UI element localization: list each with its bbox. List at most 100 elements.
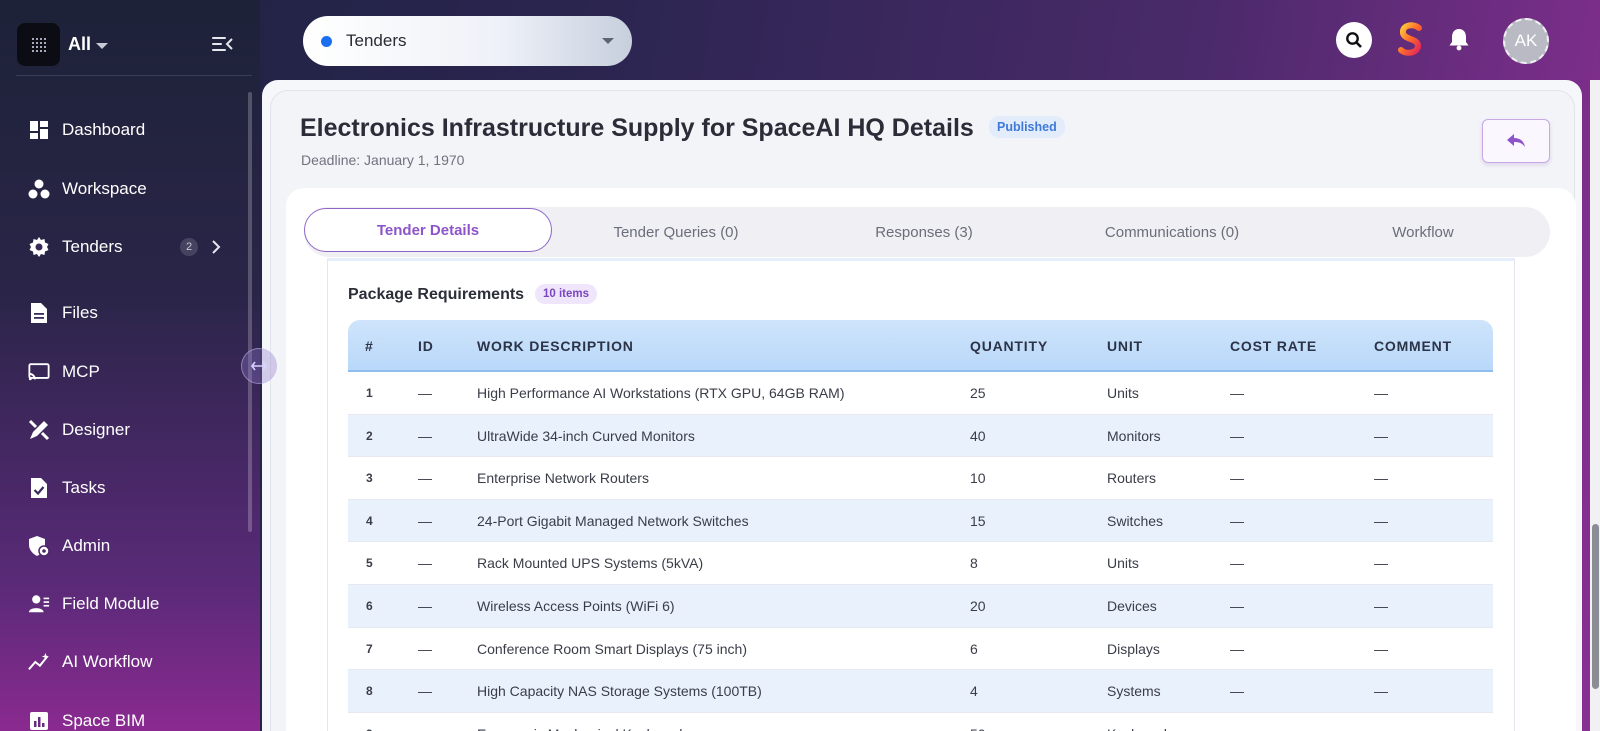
cell-id: — bbox=[418, 726, 432, 731]
chevron-right-icon[interactable] bbox=[208, 239, 224, 255]
sidebar-item-admin[interactable]: Admin bbox=[28, 531, 110, 561]
section-title: Package Requirements bbox=[348, 286, 525, 303]
cell-comment: — bbox=[1374, 555, 1388, 572]
collapse-sidebar-icon[interactable] bbox=[210, 34, 234, 54]
tab-tender-details[interactable]: Tender Details bbox=[304, 208, 552, 252]
table-row[interactable]: 8 — High Capacity NAS Storage Systems (100… bbox=[348, 670, 1493, 713]
search-button[interactable] bbox=[1336, 22, 1372, 58]
cast-icon bbox=[28, 361, 50, 383]
cell-comment: — bbox=[1374, 385, 1388, 401]
sidebar-item-label: Field Module bbox=[62, 594, 160, 613]
table-row[interactable]: 4 — 24-Port Gigabit Managed Network Switch… bbox=[348, 499, 1493, 543]
user-avatar[interactable]: AK bbox=[1503, 18, 1549, 64]
table-row[interactable]: 3 — Enterprise Network Routers 10 Routers — — bbox=[348, 457, 1493, 500]
cell-comment: — bbox=[1374, 597, 1388, 614]
cell-comment: — bbox=[1374, 640, 1388, 657]
sidebar-item-mcp[interactable]: MCP bbox=[28, 357, 100, 387]
table-row[interactable]: 7 — Conference Room Smart Displays (75 inc… bbox=[348, 628, 1493, 671]
cell-number: 5 bbox=[366, 556, 373, 571]
sidebar-scrollbar[interactable] bbox=[248, 92, 252, 532]
table-body: 1 — High Performance AI Workstations (RTX … bbox=[348, 372, 1493, 731]
sidebar-item-label: Tasks bbox=[62, 478, 106, 497]
table-row[interactable]: 1 — High Performance AI Workstations (RTX … bbox=[348, 372, 1493, 415]
sidebar-item-ai-workflow[interactable]: AI Workflow bbox=[28, 647, 152, 677]
cell-number: 6 bbox=[366, 598, 373, 613]
ai-workflow-icon bbox=[28, 651, 50, 673]
sidebar-item-dashboard[interactable]: Dashboard bbox=[28, 115, 145, 145]
sidebar-item-label: Files bbox=[62, 303, 98, 322]
cell-unit: Devices bbox=[1107, 597, 1157, 614]
table-row[interactable]: 5 — Rack Mounted UPS Systems (5kVA) 8 Units —… bbox=[348, 542, 1493, 585]
cell-work-description: Wireless Access Points (WiFi 6) bbox=[477, 597, 675, 614]
tab-communications[interactable]: Communications (0) bbox=[1104, 223, 1240, 241]
cell-unit: Units bbox=[1107, 555, 1139, 572]
column-header-comment: COMMENT bbox=[1374, 338, 1452, 354]
tab-workflow[interactable]: Workflow bbox=[1392, 223, 1454, 241]
sidebar-item-tasks[interactable]: Tasks bbox=[28, 473, 105, 503]
cell-number: 9 bbox=[366, 727, 373, 731]
admin-shield-icon bbox=[28, 535, 50, 557]
tab-tender-queries[interactable]: Tender Queries (0) bbox=[613, 223, 739, 241]
cell-id: — bbox=[418, 427, 432, 444]
cell-id: — bbox=[418, 470, 432, 487]
table-row[interactable]: 2 — UltraWide 34-inch Curved Monitors 40 Mon… bbox=[348, 414, 1493, 458]
cell-quantity: 50 bbox=[970, 726, 986, 731]
cell-cost-rate: — bbox=[1230, 512, 1244, 529]
bar-chart-icon bbox=[28, 710, 50, 731]
cell-id: — bbox=[418, 640, 432, 657]
cell-unit: Systems bbox=[1107, 683, 1161, 700]
sidebar-item-label: Dashboard bbox=[62, 120, 146, 139]
cell-number: 7 bbox=[366, 641, 373, 656]
module-select-label: Tenders bbox=[346, 31, 407, 50]
cell-cost-rate: — bbox=[1230, 726, 1244, 731]
sidebar-item-files[interactable]: Files bbox=[28, 298, 98, 328]
cell-id: — bbox=[418, 555, 432, 572]
table-header: # ID WORK DESCRIPTION QUANTITY UNIT COST… bbox=[348, 320, 1493, 372]
brand[interactable]: All bbox=[17, 23, 109, 66]
module-select[interactable]: Tenders bbox=[303, 16, 632, 66]
sidebar-item-label: Tenders bbox=[62, 237, 123, 256]
deadline-text: Deadline: January 1, 1970 bbox=[301, 152, 465, 168]
table-row[interactable]: 9 — Ergonomic Mechanical Keyboards 50 Keyboa… bbox=[348, 713, 1493, 731]
cell-quantity: 6 bbox=[970, 640, 978, 657]
cell-quantity: 25 bbox=[970, 385, 986, 401]
sidebar-item-label: Space BIM bbox=[62, 711, 146, 730]
column-header-number: # bbox=[365, 338, 374, 354]
sidebar-item-space-bim[interactable]: Space BIM bbox=[28, 706, 145, 731]
sidebar-item-label: MCP bbox=[62, 362, 100, 381]
column-header-work-description: WORK DESCRIPTION bbox=[477, 338, 634, 354]
column-header-id: ID bbox=[418, 338, 434, 354]
tenders-count-badge: 2 bbox=[180, 238, 198, 256]
cell-cost-rate: — bbox=[1230, 385, 1244, 401]
cell-cost-rate: — bbox=[1230, 597, 1244, 614]
sidebar-item-workspace[interactable]: Workspace bbox=[28, 174, 147, 204]
back-button[interactable] bbox=[1482, 119, 1550, 163]
gear-icon bbox=[28, 236, 50, 258]
item-count-badge: 10 items bbox=[535, 284, 598, 304]
cell-comment: — bbox=[1374, 683, 1388, 700]
sidebar-item-designer[interactable]: Designer bbox=[28, 415, 130, 445]
status-dot-icon bbox=[321, 35, 332, 47]
cell-work-description: Enterprise Network Routers bbox=[477, 470, 649, 487]
cell-work-description: Rack Mounted UPS Systems (5kVA) bbox=[477, 555, 704, 572]
cell-quantity: 10 bbox=[970, 470, 986, 487]
cell-unit: Units bbox=[1107, 385, 1139, 401]
cell-unit: Displays bbox=[1107, 640, 1160, 657]
cell-work-description: High Capacity NAS Storage Systems (100TB… bbox=[477, 683, 762, 700]
notifications-bell-icon[interactable] bbox=[1448, 27, 1470, 51]
cell-cost-rate: — bbox=[1230, 683, 1244, 700]
sidebar-item-tenders[interactable]: Tenders 2 bbox=[28, 232, 221, 262]
cell-comment: — bbox=[1374, 427, 1388, 444]
sidebar-item-field-module[interactable]: Field Module bbox=[28, 589, 159, 619]
requirements-table: # ID WORK DESCRIPTION QUANTITY UNIT COST… bbox=[348, 320, 1493, 731]
cell-id: — bbox=[418, 683, 432, 700]
main-scrollbar-thumb[interactable] bbox=[1592, 524, 1599, 689]
table-row[interactable]: 6 — Wireless Access Points (WiFi 6) 20 Devic… bbox=[348, 584, 1493, 628]
sidebar-resize-handle[interactable] bbox=[241, 348, 277, 384]
sidebar-item-label: AI Workflow bbox=[62, 652, 153, 671]
cell-work-description: Ergonomic Mechanical Keyboards bbox=[477, 726, 689, 731]
app-switcher-logo-icon[interactable] bbox=[1397, 22, 1425, 58]
tab-responses[interactable]: Responses (3) bbox=[875, 223, 973, 241]
cell-id: — bbox=[418, 512, 432, 529]
main-scrollbar-track[interactable] bbox=[1590, 80, 1600, 731]
